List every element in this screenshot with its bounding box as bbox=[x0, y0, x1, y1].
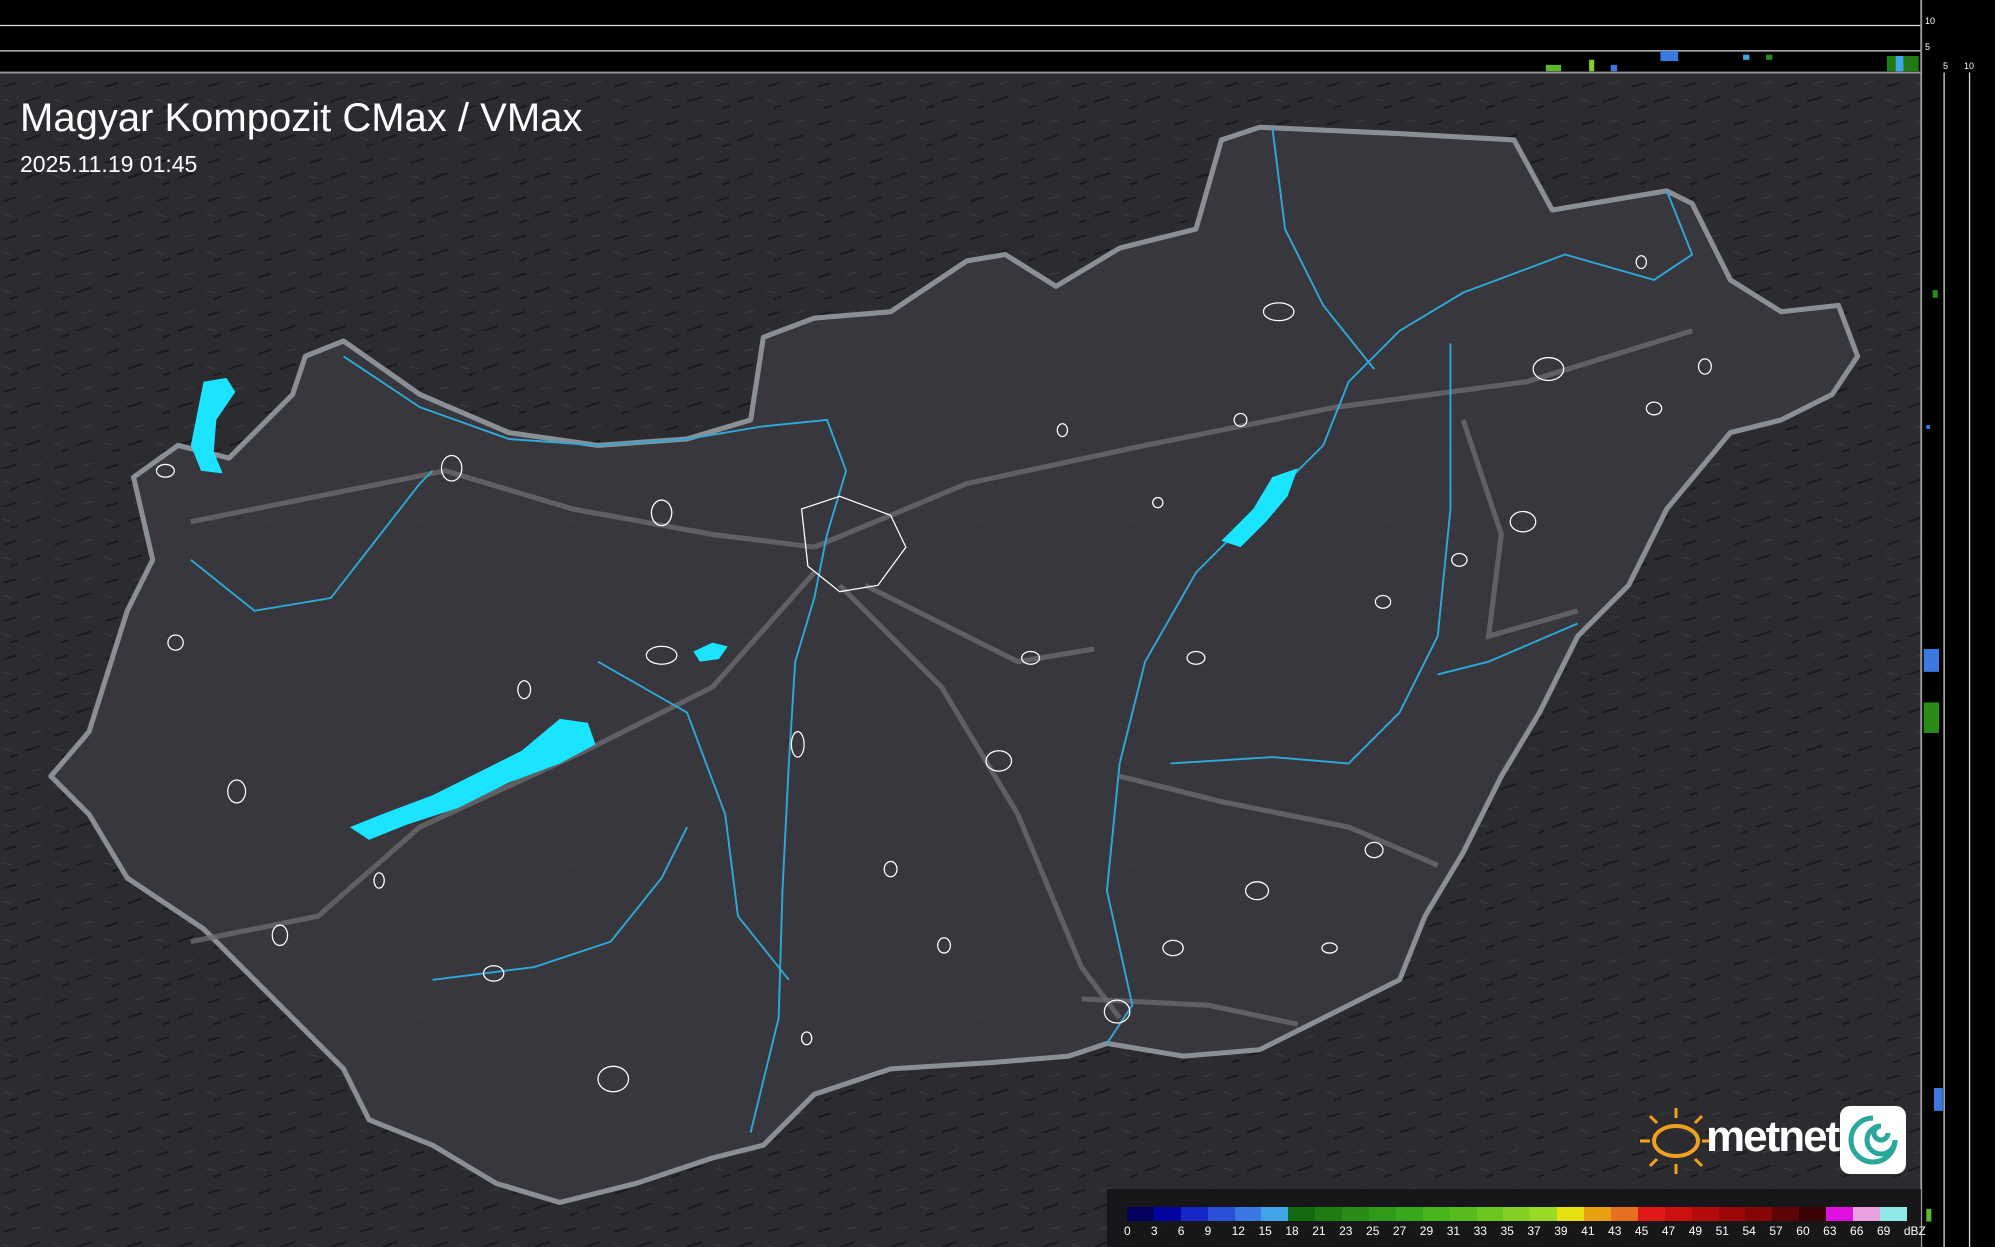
legend-label: 37 bbox=[1527, 1224, 1541, 1238]
legend-label: 41 bbox=[1581, 1224, 1595, 1238]
legend-label: 63 bbox=[1823, 1224, 1837, 1238]
legend-label: 49 bbox=[1688, 1224, 1703, 1238]
right-axis-label-5: 5 bbox=[1943, 61, 1949, 71]
metnet-logo: metnet bbox=[1636, 1104, 1908, 1178]
legend-label: 45 bbox=[1634, 1224, 1649, 1238]
right-axis-label-10: 10 bbox=[1964, 61, 1975, 71]
legend-label: 51 bbox=[1715, 1224, 1729, 1238]
lake-tisza bbox=[1221, 468, 1298, 548]
legend-label: 23 bbox=[1339, 1224, 1353, 1238]
top-profile-echoes bbox=[1545, 50, 1919, 72]
legend-label: 29 bbox=[1419, 1224, 1434, 1238]
legend-swatch bbox=[1853, 1207, 1880, 1221]
legend-label: 18 bbox=[1285, 1224, 1299, 1238]
legend-swatch bbox=[1261, 1207, 1289, 1221]
right-profile-echoes bbox=[1923, 290, 1943, 1222]
legend-swatch bbox=[1691, 1207, 1719, 1221]
legend-color-bar bbox=[1127, 1207, 1907, 1221]
legend-label: 57 bbox=[1769, 1224, 1783, 1238]
legend-label: 25 bbox=[1366, 1224, 1380, 1238]
legend-swatch bbox=[1664, 1207, 1692, 1221]
legend-label: 35 bbox=[1500, 1224, 1514, 1238]
top-profile-panel bbox=[0, 0, 1922, 73]
legend-label: 54 bbox=[1742, 1224, 1756, 1238]
right-profile-panel bbox=[1921, 0, 1995, 1247]
legend-swatch bbox=[1557, 1207, 1585, 1221]
map-timestamp: 2025.11.19 01:45 bbox=[20, 151, 198, 177]
legend-swatch bbox=[1745, 1207, 1773, 1221]
legend-label: 31 bbox=[1446, 1224, 1461, 1238]
legend-label: 33 bbox=[1473, 1224, 1487, 1238]
legend-label: 3 bbox=[1150, 1224, 1158, 1238]
legend-swatch bbox=[1422, 1207, 1450, 1221]
lake-ferto bbox=[190, 377, 236, 474]
legend-swatch bbox=[1611, 1207, 1638, 1221]
logo-text: metnet bbox=[1706, 1112, 1840, 1161]
swirl-icon bbox=[1840, 1106, 1906, 1174]
legend-swatch bbox=[1879, 1207, 1907, 1221]
legend-label: 69 bbox=[1876, 1224, 1891, 1238]
legend-swatch bbox=[1772, 1207, 1800, 1221]
settlements bbox=[155, 255, 1712, 1093]
top-axis-label-10: 10 bbox=[1925, 16, 1936, 26]
legend-label: 21 bbox=[1312, 1224, 1326, 1238]
map-title: Magyar Kompozit CMax / VMax bbox=[20, 96, 583, 140]
legend-swatch bbox=[1127, 1207, 1154, 1221]
legend-swatch bbox=[1369, 1207, 1396, 1221]
legend-swatch bbox=[1395, 1207, 1423, 1221]
legend-label: 6 bbox=[1177, 1224, 1185, 1238]
legend-label: 0 bbox=[1124, 1224, 1131, 1238]
top-axis-label-5: 5 bbox=[1925, 42, 1931, 52]
sun-icon bbox=[1640, 1108, 1712, 1174]
lake-balaton bbox=[349, 718, 596, 840]
legend-swatch bbox=[1153, 1207, 1181, 1221]
legend-swatch bbox=[1584, 1207, 1612, 1221]
lakes bbox=[190, 377, 1298, 840]
legend-swatch bbox=[1288, 1207, 1316, 1221]
legend-swatch bbox=[1826, 1207, 1854, 1221]
legend-label: 15 bbox=[1258, 1224, 1272, 1238]
rivers bbox=[190, 127, 1694, 1133]
legend-swatch bbox=[1530, 1207, 1558, 1221]
legend-label: 12 bbox=[1231, 1224, 1245, 1238]
color-legend: 0 3 6 9 12 15 18 21 23 25 27 29 31 33 35 37 39 41 43 45 47 49… bbox=[1107, 1189, 1926, 1247]
lake-velence bbox=[693, 642, 728, 662]
legend-swatch bbox=[1207, 1207, 1235, 1221]
legend-label: 39 bbox=[1554, 1224, 1568, 1238]
legend-swatch bbox=[1180, 1207, 1208, 1221]
legend-swatch bbox=[1449, 1207, 1477, 1221]
legend-swatch bbox=[1799, 1207, 1827, 1221]
legend-label: 60 bbox=[1796, 1224, 1810, 1238]
legend-label: 9 bbox=[1204, 1224, 1212, 1238]
legend-label: 43 bbox=[1608, 1224, 1622, 1238]
legend-swatch bbox=[1476, 1207, 1504, 1221]
legend-label: 47 bbox=[1661, 1224, 1676, 1238]
legend-swatch bbox=[1637, 1207, 1665, 1221]
legend-label: 27 bbox=[1392, 1224, 1407, 1238]
legend-swatch bbox=[1315, 1207, 1343, 1221]
legend-labels: 0 3 6 9 12 15 18 21 23 25 27 29 31 33 35 37 39 41 43 45 47 49… bbox=[1124, 1224, 1934, 1238]
legend-swatch bbox=[1342, 1207, 1370, 1221]
legend-swatch bbox=[1718, 1207, 1746, 1221]
legend-swatch bbox=[1503, 1207, 1531, 1221]
legend-swatch bbox=[1234, 1207, 1262, 1221]
legend-label: 66 bbox=[1850, 1224, 1864, 1238]
legend-unit: dBZ bbox=[1903, 1224, 1926, 1238]
